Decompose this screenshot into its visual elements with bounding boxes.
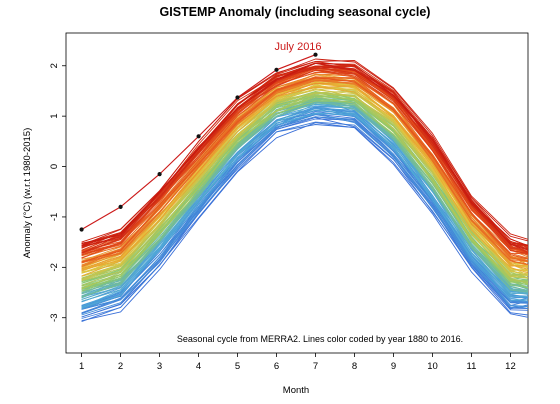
year-line [81, 113, 529, 309]
highlight-point [313, 52, 318, 57]
year-line [81, 80, 529, 268]
x-tick-label: 9 [391, 361, 396, 372]
x-tick-label: 7 [313, 361, 318, 372]
y-tick-label: -1 [49, 213, 60, 221]
x-tick-label: 5 [235, 361, 240, 372]
year-line [81, 71, 529, 259]
x-tick-label: 2 [118, 361, 123, 372]
highlight-point [157, 172, 162, 177]
year-line [81, 79, 529, 264]
x-tick-label: 1 [79, 361, 84, 372]
chart-annotation: Seasonal cycle from MERRA2. Lines color … [177, 334, 463, 344]
y-axis: -3 -2 -1 0 1 2 [49, 63, 66, 322]
highlight-point [274, 67, 279, 72]
year-line [81, 69, 529, 255]
year-line [81, 77, 529, 263]
year-line [81, 62, 529, 247]
highlight-label: July 2016 [274, 41, 321, 53]
year-line [81, 88, 529, 281]
year-line [81, 103, 529, 302]
y-tick-label: 1 [49, 114, 60, 119]
highlight-point [79, 227, 84, 232]
year-line [81, 85, 529, 271]
highlight-layer [79, 52, 318, 232]
year-line [81, 95, 529, 289]
x-tick-label: 6 [274, 361, 279, 372]
x-tick-label: 12 [505, 361, 516, 372]
y-tick-label: -3 [49, 313, 60, 321]
y-tick-label: 0 [49, 164, 60, 169]
x-axis-title: Month [283, 385, 309, 396]
x-tick-label: 11 [467, 361, 477, 372]
year-line [81, 82, 529, 267]
y-tick-label: -2 [49, 263, 60, 271]
highlight-point [235, 95, 240, 100]
x-tick-label: 4 [196, 361, 201, 372]
y-tick-label: 2 [49, 63, 60, 68]
year-line [81, 65, 529, 250]
year-line [81, 110, 529, 307]
highlight-point [196, 134, 201, 139]
x-axis: 1 2 3 4 5 6 7 8 9 10 11 12 [79, 353, 516, 372]
chart-title: GISTEMP Anomaly (including seasonal cycl… [160, 5, 431, 19]
year-line [81, 122, 529, 322]
highlight-point [118, 204, 123, 209]
x-tick-label: 8 [352, 361, 357, 372]
x-tick-label: 10 [427, 361, 438, 372]
plot-area-frame [65, 32, 529, 354]
y-axis-title: Anomaly (°C) (w.r.t 1980-2015) [22, 128, 33, 259]
series-layer [81, 58, 529, 323]
year-line [81, 112, 529, 308]
x-tick-label: 3 [157, 361, 162, 372]
year-line [81, 121, 529, 319]
